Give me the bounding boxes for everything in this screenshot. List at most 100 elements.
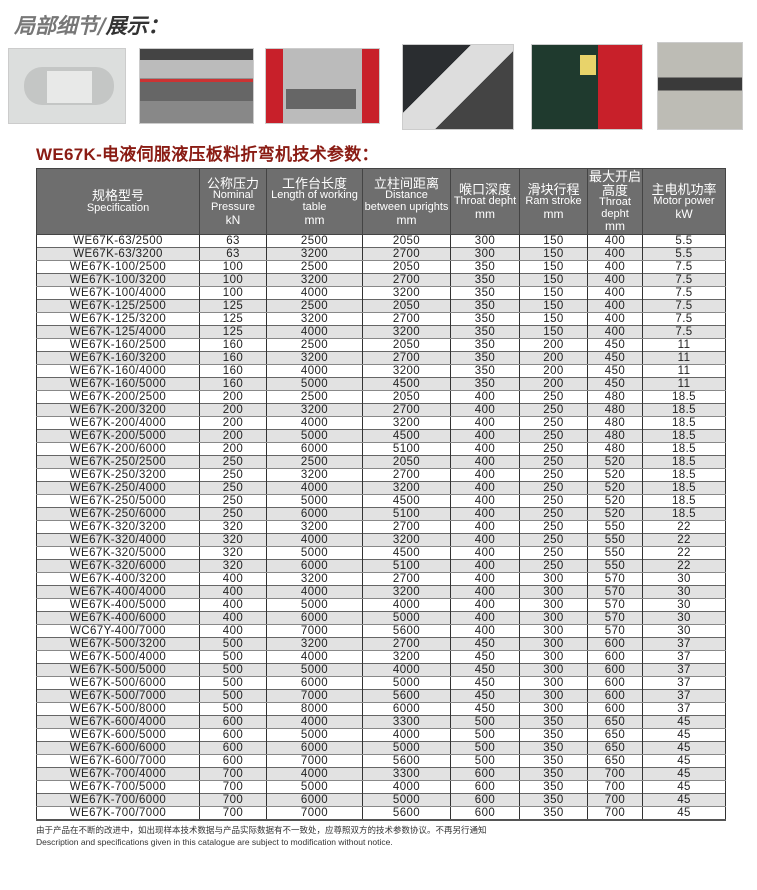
- value-cell: 2500: [266, 454, 363, 469]
- value-cell: 520: [587, 468, 643, 482]
- table-row: WE67K-200/2500 200 2500 2050 400 250 480 18.5: [36, 390, 726, 404]
- table-row: WE67K-250/2500 250 2500 2050 400 250 520 18.5: [36, 454, 726, 469]
- value-cell: 6000: [266, 792, 363, 807]
- spec-cell: WE67K-125/4000: [36, 324, 200, 339]
- value-cell: 18.5: [642, 468, 726, 482]
- value-cell: 450: [587, 364, 643, 378]
- value-cell: 100: [199, 260, 267, 274]
- detail-photo-6: [657, 42, 743, 130]
- column-header: 喉口深度 Throat depht mm: [450, 168, 520, 235]
- value-cell: 100: [199, 272, 267, 287]
- value-cell: 3200: [362, 324, 451, 339]
- value-cell: 450: [587, 350, 643, 365]
- spec-cell: WE67K-200/5000: [36, 428, 200, 443]
- value-cell: 4000: [362, 780, 451, 794]
- table-row: WE67K-600/7000 600 7000 5600 500 350 650 45: [36, 754, 726, 768]
- value-cell: 570: [587, 598, 643, 612]
- spec-cell: WE67K-200/2500: [36, 390, 200, 404]
- spec-cell: WE67K-320/3200: [36, 520, 200, 534]
- spec-cell: WE67K-600/4000: [36, 714, 200, 729]
- value-cell: 4000: [266, 324, 363, 339]
- value-cell: 350: [450, 376, 520, 391]
- column-header-unit: mm: [304, 212, 325, 227]
- value-cell: 400: [450, 558, 520, 573]
- value-cell: 650: [587, 754, 643, 768]
- value-cell: 3200: [266, 572, 363, 586]
- value-cell: 350: [450, 312, 520, 326]
- spec-cell: WE67K-400/6000: [36, 610, 200, 625]
- value-cell: 4000: [266, 584, 363, 599]
- value-cell: 570: [587, 624, 643, 638]
- value-cell: 125: [199, 298, 267, 313]
- value-cell: 63: [199, 246, 267, 261]
- value-cell: 4000: [266, 766, 363, 781]
- value-cell: 450: [587, 376, 643, 391]
- value-cell: 320: [199, 558, 267, 573]
- value-cell: 500: [199, 676, 267, 690]
- value-cell: 5600: [362, 688, 451, 703]
- table-row: WE67K-125/2500 125 2500 2050 350 150 400 7.5: [36, 298, 726, 313]
- value-cell: 4500: [362, 376, 451, 391]
- spec-cell: WE67K-100/3200: [36, 272, 200, 287]
- value-cell: 3200: [362, 416, 451, 430]
- column-header-cn: 喉口深度: [458, 181, 511, 197]
- value-cell: 450: [450, 636, 520, 651]
- value-cell: 250: [519, 494, 588, 508]
- value-cell: 150: [519, 234, 588, 248]
- value-cell: 350: [450, 272, 520, 287]
- table-row: WE67K-500/5000 500 5000 4000 450 300 600 37: [36, 662, 726, 677]
- value-cell: 2700: [362, 402, 451, 417]
- value-cell: 30: [642, 572, 726, 586]
- value-cell: 2500: [266, 260, 363, 274]
- value-cell: 7000: [266, 688, 363, 703]
- table-row: WE67K-250/3200 250 3200 2700 400 250 520 18.5: [36, 468, 726, 482]
- value-cell: 3200: [362, 286, 451, 300]
- table-row: WE67K-100/2500 100 2500 2050 350 150 400 7.5: [36, 260, 726, 274]
- value-cell: 500: [199, 650, 267, 664]
- value-cell: 300: [519, 650, 588, 664]
- table-row: WE67K-500/6000 500 6000 5000 450 300 600 37: [36, 676, 726, 690]
- value-cell: 37: [642, 650, 726, 664]
- value-cell: 450: [450, 702, 520, 716]
- column-header: 立柱间距离 Distance between uprights mm: [362, 168, 451, 235]
- value-cell: 5000: [266, 662, 363, 677]
- value-cell: 400: [450, 416, 520, 430]
- detail-photo-1: [8, 48, 126, 124]
- value-cell: 160: [199, 338, 267, 352]
- value-cell: 300: [450, 234, 520, 248]
- value-cell: 150: [519, 272, 588, 287]
- value-cell: 400: [450, 624, 520, 638]
- value-cell: 22: [642, 532, 726, 547]
- value-cell: 350: [450, 350, 520, 365]
- column-header: 规格型号 Specification: [36, 168, 200, 235]
- value-cell: 11: [642, 350, 726, 365]
- value-cell: 570: [587, 610, 643, 625]
- column-header-cn: 规格型号: [91, 187, 144, 203]
- value-cell: 7.5: [642, 298, 726, 313]
- value-cell: 250: [519, 532, 588, 547]
- value-cell: 5600: [362, 806, 451, 821]
- value-cell: 150: [519, 286, 588, 300]
- spec-cell: WE67K-600/6000: [36, 740, 200, 755]
- value-cell: 2050: [362, 234, 451, 248]
- value-cell: 200: [519, 376, 588, 391]
- spec-cell: WE67K-160/5000: [36, 376, 200, 391]
- value-cell: 320: [199, 546, 267, 560]
- value-cell: 11: [642, 364, 726, 378]
- value-cell: 250: [519, 520, 588, 534]
- value-cell: 250: [519, 506, 588, 521]
- table-row: WE67K-250/6000 250 6000 5100 400 250 520 18.5: [36, 506, 726, 521]
- value-cell: 5.5: [642, 234, 726, 248]
- spec-cell: WE67K-200/4000: [36, 416, 200, 430]
- value-cell: 3200: [266, 350, 363, 365]
- value-cell: 350: [519, 780, 588, 794]
- value-cell: 30: [642, 584, 726, 599]
- value-cell: 600: [587, 636, 643, 651]
- table-row: WE67K-400/6000 400 6000 5000 400 300 570 30: [36, 610, 726, 625]
- spec-cell: WE67K-100/2500: [36, 260, 200, 274]
- value-cell: 4000: [266, 714, 363, 729]
- value-cell: 5.5: [642, 246, 726, 261]
- value-cell: 400: [199, 584, 267, 599]
- value-cell: 45: [642, 806, 726, 821]
- value-cell: 300: [519, 636, 588, 651]
